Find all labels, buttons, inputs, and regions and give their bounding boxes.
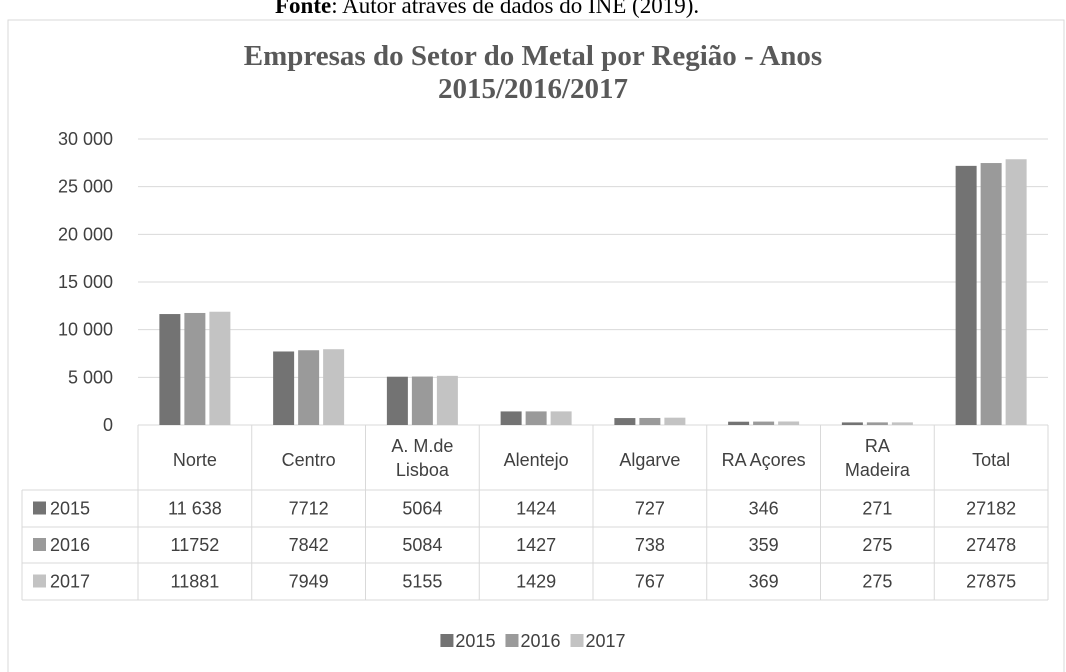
source: Fonte: Autor através de dados do INE (20…	[275, 0, 699, 18]
bar	[184, 312, 206, 425]
bar	[323, 349, 345, 425]
table-legend-key	[33, 501, 46, 515]
legend-key	[570, 634, 584, 647]
bar	[411, 376, 433, 425]
table-value: 5064	[402, 499, 442, 519]
table-legend-key	[33, 574, 46, 588]
x-tick-label: RA Madeira	[845, 436, 911, 480]
legend-key	[505, 634, 519, 647]
table-value: 5084	[402, 535, 442, 555]
bar	[614, 418, 636, 425]
bar	[980, 163, 1002, 425]
table-legend-key	[33, 538, 46, 551]
x-tick-label: Norte	[173, 450, 217, 470]
bar	[728, 421, 750, 425]
table-value: 767	[635, 572, 665, 592]
bar	[550, 411, 572, 425]
bar	[386, 376, 408, 425]
bar	[525, 411, 547, 425]
bar	[298, 350, 320, 425]
bar	[866, 422, 888, 425]
bar	[664, 417, 686, 425]
x-tick-label: RA Açores	[722, 450, 806, 470]
x-tick-label: Centro	[282, 450, 336, 470]
table-value: 27875	[966, 572, 1016, 592]
legend-label: 2015	[455, 631, 495, 651]
x-tick-label: Total	[972, 450, 1010, 470]
table-value: 7949	[289, 572, 329, 592]
bar	[209, 311, 231, 425]
table-value: 1424	[516, 499, 556, 519]
source-text: : Autor através de dados do INE (2019).	[331, 0, 699, 18]
y-tick-label: 10 000	[58, 320, 113, 340]
table-value: 1429	[516, 572, 556, 592]
bar	[500, 411, 522, 425]
table-value: 369	[749, 572, 779, 592]
bar	[753, 421, 775, 425]
legend-label: 2017	[586, 631, 626, 651]
bar	[841, 422, 863, 425]
table-value: 11881	[171, 572, 220, 592]
table-value: 5155	[402, 572, 442, 592]
table-value: 275	[862, 572, 892, 592]
chart-title: Empresas do Setor do Metal por Região - …	[243, 40, 823, 105]
table-value: 359	[749, 535, 779, 555]
x-tick-label: Alentejo	[504, 450, 569, 470]
table-series-name: 2016	[50, 535, 90, 555]
bar	[436, 375, 458, 425]
table-value: 11 638	[168, 499, 222, 519]
table-value: 27182	[966, 499, 1016, 519]
table-series-name: 2015	[50, 499, 90, 519]
table-value: 738	[635, 535, 665, 555]
legend-key	[440, 634, 454, 647]
y-tick-label: 20 000	[58, 224, 113, 244]
x-tick-label: Algarve	[619, 450, 680, 470]
table-value: 11752	[171, 535, 220, 555]
table-value: 7842	[289, 535, 329, 555]
table-value: 275	[862, 535, 892, 555]
table-series-name: 2017	[50, 572, 90, 592]
bar	[778, 421, 800, 425]
y-tick-label: 15 000	[58, 272, 113, 292]
source-label: Fonte	[275, 0, 331, 18]
table-value: 271	[862, 499, 892, 519]
bar	[159, 314, 181, 425]
table-value: 1427	[516, 535, 556, 555]
legend-label: 2016	[520, 631, 560, 651]
table-value: 27478	[966, 535, 1016, 555]
bar	[273, 351, 295, 425]
y-tick-label: 5 000	[68, 367, 113, 387]
bar	[1005, 159, 1027, 425]
table-value: 727	[635, 499, 665, 519]
y-tick-label: 30 000	[58, 129, 113, 149]
table-value: 346	[749, 499, 779, 519]
chart-border	[7, 19, 1065, 672]
x-tick-label: A. M.de Lisboa	[391, 436, 453, 480]
y-tick-label: 0	[103, 415, 113, 435]
bar	[891, 422, 913, 425]
bar	[639, 417, 661, 425]
table-value: 7712	[289, 499, 329, 519]
y-tick-label: 25 000	[58, 177, 113, 197]
bar	[955, 165, 977, 425]
